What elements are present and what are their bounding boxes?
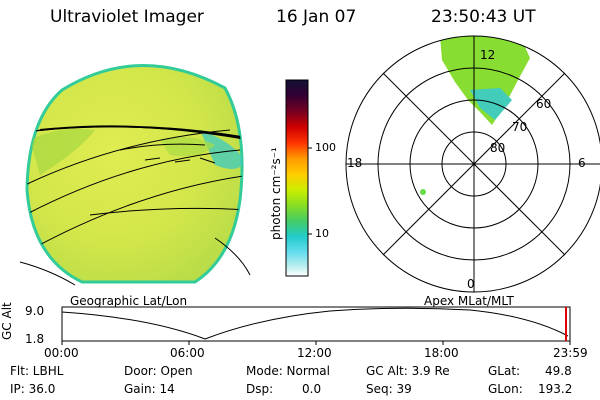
dsp-label: Dsp: [246,382,274,396]
gain-status: Gain: 14 [124,382,175,396]
altitude-ylabel: GC Alt [0,302,14,340]
time-label: 23:50:43 UT [431,7,536,27]
glon-label: GLon: [488,382,523,396]
globe-disk [25,64,244,284]
door-status: Door: Open [124,364,193,378]
mlt-label-0: 0 [467,277,475,291]
mode-status: Mode: Normal [246,364,330,378]
gc-alt-status: GC Alt: 3.9 Re [366,364,450,378]
colorbar-tick-10: 10 [315,227,329,240]
seq-status: Seq: 39 [366,382,412,396]
mlt-label-6: 6 [578,156,586,170]
ip-status: IP: 36.0 [10,382,56,396]
glat-value: 49.8 [545,364,572,378]
altitude-xtick-1200: 12:00 [297,346,332,360]
instrument-title: Ultraviolet Imager [50,7,204,27]
date-label: 16 Jan 07 [276,7,357,27]
altitude-xtick-0600: 06:00 [170,346,205,360]
lat-label-80: 80 [490,141,506,155]
mlt-label-18: 18 [347,156,363,170]
mlt-label-12: 12 [480,48,496,62]
colorbar-gradient [285,79,309,277]
glat-label: GLat: [488,364,521,378]
filter-status: Flt: LBHL [10,364,64,378]
altitude-ytick-9: 9.0 [25,304,45,318]
dsp-value: 0.0 [302,382,322,396]
polar-aurora-region [440,36,530,125]
altitude-xtick-1800: 18:00 [424,346,459,360]
lat-label-60: 60 [536,97,552,111]
altitude-ytick-1-8: 1.8 [25,332,45,346]
globe-caption: Geographic Lat/Lon [70,294,188,308]
altitude-xtick-0000: 00:00 [44,346,79,360]
polar-caption: Apex MLat/MLT [424,294,514,308]
glon-value: 193.2 [538,382,573,396]
altitude-curve [61,307,569,340]
polar-spot [420,189,426,195]
colorbar-tick-100: 100 [315,141,336,154]
altitude-xtick-2359: 23:59 [553,346,588,360]
lat-label-70: 70 [512,120,528,134]
